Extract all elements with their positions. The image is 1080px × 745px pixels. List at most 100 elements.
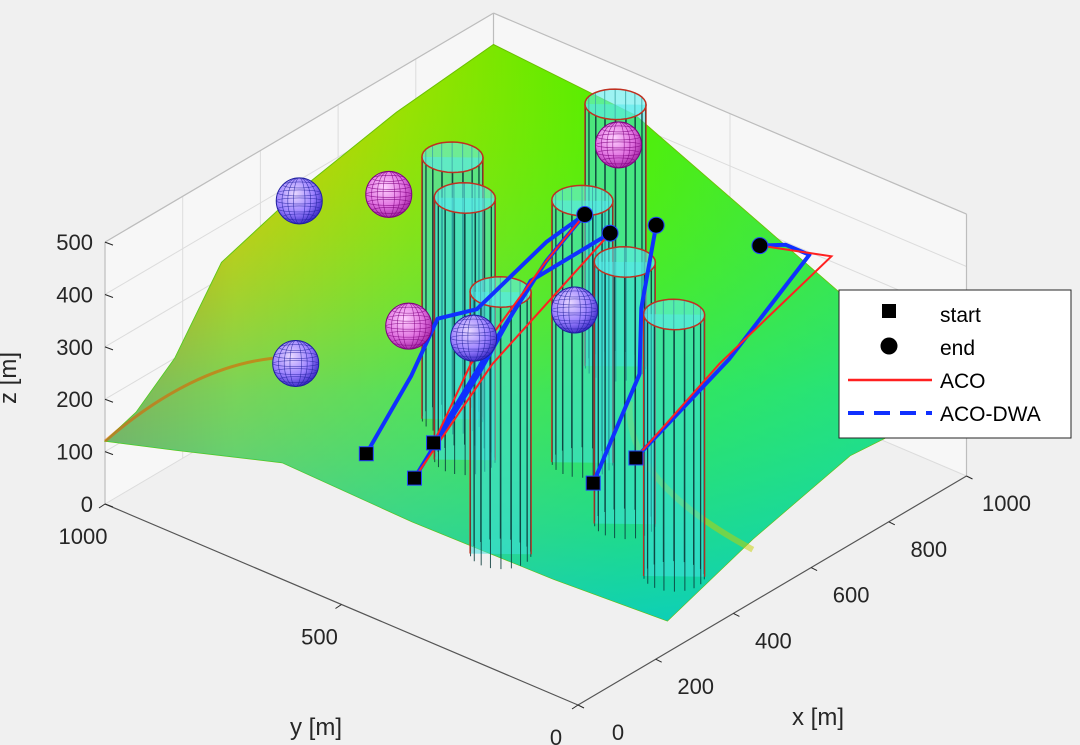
sphere-obstacle [365, 170, 413, 218]
sphere-grid [451, 342, 496, 350]
cylinder-top [433, 181, 497, 214]
cylinder-top [584, 88, 647, 121]
start-marker [406, 470, 422, 486]
legend-end-label: end [940, 337, 975, 360]
sphere-grid [366, 183, 411, 190]
start-marker [628, 450, 644, 466]
x-tick-mark [655, 658, 662, 663]
sphere-grid [552, 314, 597, 322]
z-tick-label: 300 [56, 335, 93, 360]
sphere-grid [282, 213, 317, 221]
sphere-grid [366, 199, 411, 206]
sphere-grid [273, 352, 318, 359]
z-tick-mark [104, 241, 114, 246]
sphere-body [450, 314, 498, 362]
sphere-obstacle [385, 302, 433, 350]
x-axis-label: x [m] [792, 704, 844, 731]
sphere-grid [391, 302, 427, 350]
sphere-grid [386, 330, 431, 338]
z-tick-label: 0 [81, 492, 93, 517]
sphere-grid [277, 189, 322, 197]
sphere-grid [273, 368, 318, 375]
cylinder-top [469, 276, 532, 308]
sphere-grid [391, 306, 426, 314]
legend-start-marker [882, 304, 896, 318]
legend-box [838, 289, 1072, 439]
sphere-grid [278, 376, 313, 383]
sphere-body [385, 302, 433, 350]
cylinder-top [421, 141, 484, 174]
sphere-grid [282, 181, 317, 189]
y-tick-mark [571, 704, 579, 710]
x-tick-mark [733, 612, 740, 617]
x-tick-mark [810, 567, 818, 572]
x-tick-label: 400 [755, 628, 792, 653]
axis-edge [493, 12, 967, 215]
sphere-grid [596, 149, 641, 157]
sphere-obstacle [595, 121, 643, 169]
sphere-obstacle [551, 286, 599, 334]
axis-ticks: 0 100 200 300 400 500 0 200 400 600 800 1000 0 500 100… [56, 230, 1031, 745]
y-tick-mark [98, 503, 106, 509]
terrain-surface-shade [105, 44, 967, 621]
sphere-obstacle [275, 177, 323, 225]
legend-aco-label: ACO [940, 370, 986, 393]
start-marker [358, 446, 374, 462]
z-tick-mark [104, 346, 114, 351]
legend-aco-dwa-label: ACO-DWA [940, 403, 1041, 426]
sphere-grid [385, 322, 433, 330]
x-tick-label: 600 [833, 583, 870, 608]
z-tick-mark [104, 451, 114, 456]
sphere-grid [272, 360, 320, 367]
legend-start-label: start [940, 304, 981, 327]
legend: start end ACO ACO-DWA [838, 289, 1072, 439]
z-tick-mark [104, 398, 114, 403]
sphere-grid [391, 338, 426, 346]
aco-dwa-path [412, 231, 612, 480]
sphere-grid [552, 298, 597, 306]
y-tick-label: 0 [550, 725, 562, 745]
axis-edge [104, 12, 494, 243]
sphere-grid [386, 314, 431, 322]
sphere-grid [595, 141, 642, 149]
cylinder-top [642, 298, 706, 331]
z-tick-label: 400 [56, 282, 93, 307]
sphere-grid [557, 290, 592, 298]
x-tick-label: 0 [612, 720, 624, 745]
sphere-grid [281, 177, 317, 225]
sphere-body [365, 170, 413, 218]
paths [364, 212, 834, 484]
sphere-grid [451, 326, 496, 334]
sphere-grid [365, 191, 413, 198]
aco-dwa-path [591, 224, 659, 484]
sphere-grid [450, 334, 497, 342]
sphere-grid [455, 314, 492, 362]
cylinder-obstacle [642, 298, 706, 592]
sphere-grid [275, 197, 323, 205]
x-tick-label: 800 [910, 537, 947, 562]
sphere-grid [456, 350, 491, 358]
sphere-grid [601, 125, 636, 133]
end-marker [576, 206, 594, 224]
x-tick-mark [577, 704, 585, 709]
start-end-markers [358, 206, 769, 491]
aco-path [635, 244, 834, 459]
sphere-grid [456, 318, 491, 326]
y-tick-label: 500 [301, 625, 338, 650]
x-tick-mark [966, 475, 973, 480]
x-tick-label: 1000 [982, 491, 1031, 516]
y-axis-label: y [m] [290, 714, 342, 741]
sphere-grid [278, 344, 313, 351]
end-marker [647, 216, 665, 234]
sphere-grid [601, 157, 636, 165]
sphere-grid [600, 121, 637, 169]
sphere-obstacle [450, 314, 498, 362]
x-tick-label: 200 [677, 674, 714, 699]
z-tick-mark [104, 294, 114, 298]
z-tick-label: 500 [56, 230, 93, 255]
sphere-obstacle [272, 340, 320, 388]
legend-end-marker [880, 337, 898, 355]
sphere-grid [371, 207, 406, 214]
y-tick-label: 1000 [59, 524, 108, 549]
aco-dwa-path [634, 242, 812, 460]
